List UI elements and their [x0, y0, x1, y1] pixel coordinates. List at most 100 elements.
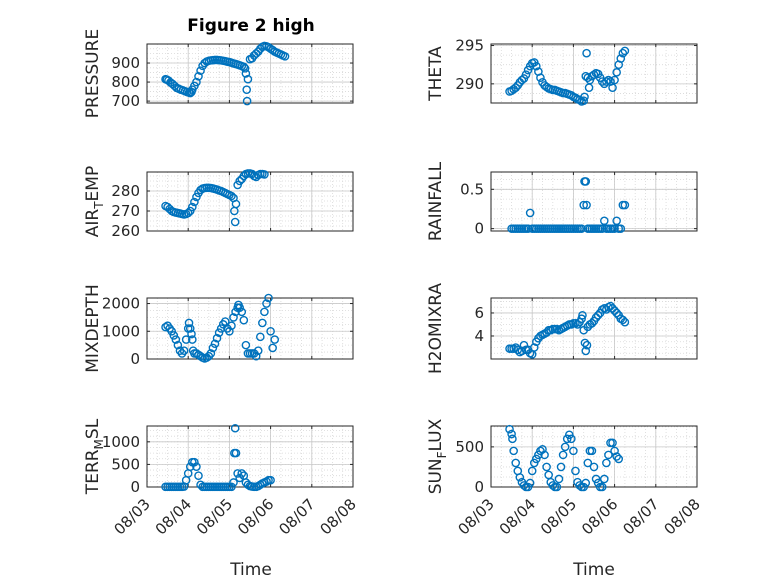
data-point — [266, 326, 275, 336]
data-point — [169, 331, 179, 340]
data-point — [251, 351, 261, 361]
data-point — [620, 317, 630, 327]
data-point — [608, 83, 617, 92]
y-label-tail: LUX — [426, 418, 446, 451]
data-point — [517, 75, 527, 85]
data-point — [229, 313, 238, 322]
data-point — [567, 434, 576, 444]
x-axis-label-left: Time — [229, 560, 272, 580]
x-tick-label: 08/08 — [317, 495, 360, 538]
data-point — [577, 224, 586, 233]
data-point — [578, 310, 587, 320]
data-point — [511, 83, 521, 92]
x-tick-label: 08/06 — [578, 495, 621, 538]
x-tick-label: 08/05 — [193, 495, 236, 538]
data-point — [616, 54, 626, 63]
y-tick-label: 0.5 — [460, 180, 484, 198]
data-point — [243, 74, 253, 84]
data-point — [237, 469, 247, 478]
data-point — [171, 335, 181, 344]
data-point — [184, 318, 194, 328]
data-point — [571, 466, 580, 476]
subplot-7: 05001000TERRMSL08/0308/0408/0508/0608/07… — [83, 418, 360, 538]
y-tick-label: 700 — [111, 92, 140, 110]
data-point — [589, 462, 599, 472]
data-point — [230, 423, 240, 433]
data-point — [235, 303, 244, 313]
y-tick-label: 500 — [111, 455, 140, 473]
data-point — [612, 308, 621, 318]
data-point — [610, 75, 619, 85]
data-point — [214, 328, 224, 337]
data-point — [542, 328, 551, 337]
subplot-8: 0 500 SUNFLUX 08/0308/0408/0508/0608/0708/0… — [426, 418, 704, 538]
data-point — [614, 454, 624, 464]
data-point — [597, 77, 607, 86]
data-point — [529, 343, 539, 352]
data-point — [612, 216, 621, 226]
x-tick-label: 08/07 — [275, 495, 318, 538]
data-point — [569, 446, 578, 456]
y-axis-label: THETA — [426, 46, 446, 102]
data-point — [527, 466, 537, 476]
data-point — [597, 482, 607, 492]
data-point — [583, 458, 593, 468]
data-point — [240, 64, 250, 73]
data-point — [241, 69, 251, 78]
data-point — [192, 462, 201, 471]
data-point — [230, 217, 240, 227]
data-point — [581, 478, 591, 488]
data-point — [183, 208, 193, 218]
data-point — [610, 446, 619, 456]
data-point — [270, 335, 280, 344]
subplot-2: 290 295 THETA — [426, 37, 698, 106]
data-point — [616, 224, 626, 233]
data-point — [582, 340, 592, 350]
data-point — [239, 315, 249, 325]
data-point — [548, 481, 558, 490]
axes-box — [146, 171, 354, 232]
data-point — [253, 346, 263, 355]
y-axis-label: AIRTEMP — [83, 166, 106, 237]
data-point — [167, 326, 177, 336]
data-point — [255, 332, 265, 342]
data-point — [231, 448, 241, 458]
x-tick-label: 08/07 — [619, 495, 662, 538]
y-tick-label: 280 — [111, 182, 140, 200]
y-tick-label: 0 — [474, 220, 484, 238]
data-point — [620, 46, 630, 56]
data-point — [573, 320, 582, 329]
y-label-main: TERR — [83, 449, 103, 495]
y-tick-label: 260 — [111, 222, 140, 240]
data-point — [612, 452, 621, 461]
y-label-main: H2OMIXRA — [426, 283, 446, 374]
data-point — [194, 471, 203, 481]
data-point — [210, 339, 220, 349]
data-point — [260, 170, 269, 179]
y-label-tail: EMP — [83, 166, 103, 202]
data-point — [602, 458, 611, 468]
data-point — [280, 52, 290, 61]
data-point — [505, 424, 514, 434]
data-point — [567, 91, 576, 100]
y-tick-label: 500 — [455, 438, 484, 456]
y-label-subscript: F — [435, 451, 449, 458]
y-tick-label: 800 — [111, 73, 140, 91]
data-point — [536, 73, 545, 83]
axes-box — [490, 43, 698, 104]
data-point — [192, 77, 201, 87]
y-label-main: RAINFALL — [426, 161, 446, 241]
data-point — [242, 85, 252, 94]
data-point — [258, 318, 267, 328]
y-tick-label: 4 — [474, 327, 484, 345]
axes-box — [490, 297, 698, 360]
data-point — [212, 333, 222, 343]
data-point — [618, 315, 628, 325]
data-point — [268, 343, 277, 353]
data-point — [581, 177, 591, 186]
data-point — [507, 429, 516, 439]
y-tick-label: 6 — [474, 304, 484, 322]
data-point — [262, 477, 271, 486]
data-point — [587, 446, 597, 456]
